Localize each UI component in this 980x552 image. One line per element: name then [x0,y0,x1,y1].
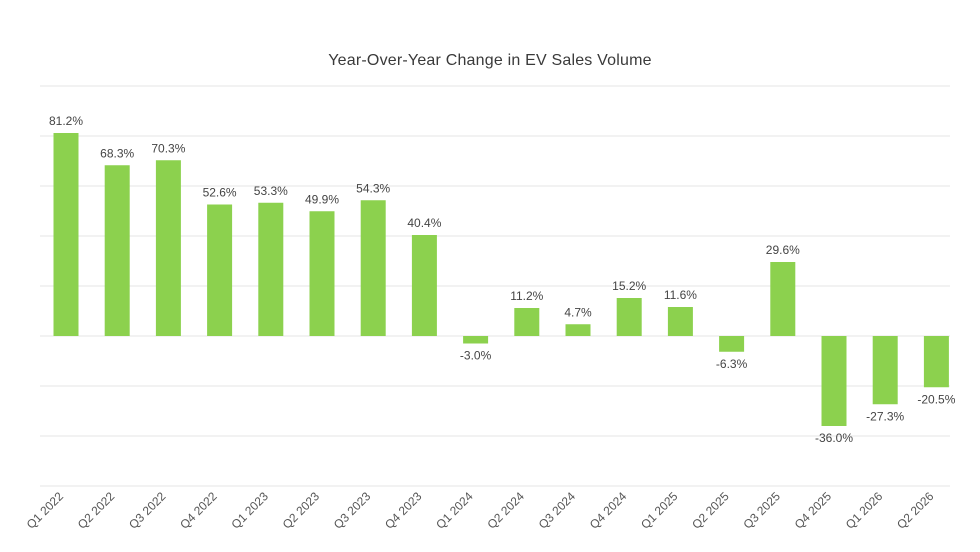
x-tick-label: Q1 2023 [228,489,271,532]
x-tick-label: Q2 2024 [484,489,527,532]
x-tick-label: Q2 2026 [894,489,937,532]
x-axis-tick-layer: Q1 2022 Q2 2022 Q3 2022 Q4 2022 Q1 2023 Q2 20… [24,489,937,532]
bar [667,307,693,336]
data-label: 40.4% [407,216,441,230]
x-tick-label: Q2 2025 [689,489,732,532]
x-tick-label: Q4 2024 [587,489,630,532]
x-tick-label: Q4 2023 [382,489,425,532]
x-tick-label: Q1 2026 [843,489,886,532]
x-tick-label: Q3 2023 [331,489,374,532]
data-label: 11.6% [664,288,697,302]
chart-title: Year-Over-Year Change in EV Sales Volume [328,52,652,69]
bar-layer [53,133,949,426]
bar [411,235,437,336]
bar [309,211,335,336]
bar [360,200,386,336]
x-tick-label: Q2 2023 [280,489,323,532]
bar [821,336,847,426]
data-label: 49.9% [305,192,339,206]
data-label: 81.2% [49,114,83,128]
bar [616,298,642,336]
data-label: 52.6% [203,186,237,200]
bar [923,336,949,388]
bar [565,324,591,336]
data-label: 68.3% [100,146,134,160]
data-label: 15.2% [612,279,646,293]
bar [463,336,489,344]
data-label: 54.3% [356,181,390,195]
x-tick-label: Q3 2024 [536,489,579,532]
bar [155,160,181,336]
bar [53,133,79,336]
data-label: 70.3% [151,141,185,155]
data-label: 53.3% [254,184,288,198]
x-tick-label: Q1 2024 [433,489,476,532]
data-label: -27.3% [866,409,904,423]
x-tick-label: Q1 2022 [24,489,67,532]
data-label: 11.2% [510,289,543,303]
x-tick-label: Q3 2022 [126,489,169,532]
bar [872,336,898,405]
data-label-layer: 81.2% 68.3% 70.3% 52.6% 53.3% 49.9% 54.3% 40.4%… [49,114,956,445]
bar [104,165,130,336]
data-label: -36.0% [815,431,853,445]
x-tick-label: Q4 2025 [792,489,835,532]
data-label: 4.7% [564,305,592,319]
data-label: 29.6% [766,243,800,257]
bar [770,262,796,336]
data-label: -6.3% [716,357,748,371]
x-tick-label: Q1 2025 [638,489,681,532]
data-label: -3.0% [460,349,492,363]
bar [258,202,284,336]
grid-layer [40,85,950,487]
x-tick-label: Q3 2025 [740,489,783,532]
data-label: -20.5% [917,392,955,406]
bar [207,204,233,336]
x-tick-label: Q4 2022 [177,489,220,532]
bar [719,336,745,352]
x-tick-label: Q2 2022 [75,489,118,532]
bar [514,308,540,336]
